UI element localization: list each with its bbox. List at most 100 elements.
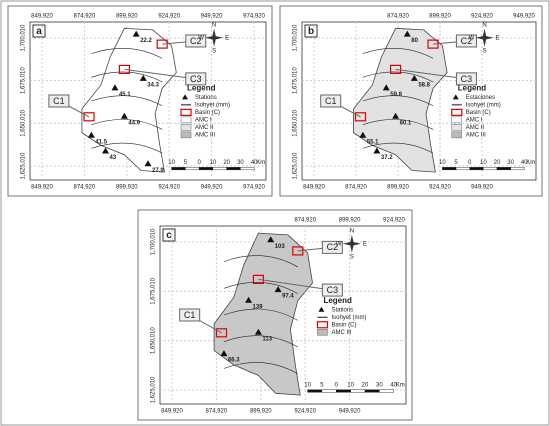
station-value: 58.8 bbox=[418, 82, 430, 88]
callout-box bbox=[185, 34, 207, 48]
coordinate-label: 1,700,010 bbox=[21, 24, 27, 51]
station bbox=[144, 160, 152, 167]
map-panel: a 849,920 874,920 899,920 924,920 949,920 974,… bbox=[7, 5, 273, 197]
coordinate-label: 874,920 bbox=[74, 185, 96, 191]
station-value: 55.1 bbox=[367, 139, 379, 145]
basin-area bbox=[213, 232, 313, 396]
scale-segment bbox=[483, 167, 498, 171]
compass-letter: E bbox=[225, 35, 229, 41]
coordinate-label: 974,920 bbox=[243, 185, 265, 191]
coordinate-label: 1,700,010 bbox=[293, 24, 299, 51]
north-arrow bbox=[205, 28, 224, 47]
coordinate-label: 899,920 bbox=[116, 14, 138, 20]
scale-label: 10 bbox=[439, 160, 446, 166]
coordinate-label: 974,920 bbox=[243, 14, 265, 20]
callout-box bbox=[455, 72, 477, 86]
compass-letter: N bbox=[482, 22, 486, 28]
callout-line bbox=[258, 278, 333, 291]
legend-item: Estaciones bbox=[466, 95, 495, 101]
legend-symbol bbox=[451, 131, 463, 139]
scale-label: 10 bbox=[168, 160, 175, 166]
scale-segment bbox=[171, 167, 186, 171]
legend-title: Legend bbox=[187, 83, 216, 92]
compass-letter: W bbox=[469, 35, 475, 41]
map-frame bbox=[29, 21, 267, 181]
station bbox=[403, 30, 411, 37]
coordinate-label: 924,920 bbox=[158, 185, 180, 191]
panel-label: b bbox=[308, 26, 314, 37]
isohyet bbox=[91, 47, 163, 59]
station-value: 139 bbox=[253, 304, 264, 310]
legend-item: AMC II bbox=[466, 125, 485, 131]
legend-symbol bbox=[316, 321, 329, 329]
coordinate-label: 874,920 bbox=[294, 218, 316, 224]
station bbox=[382, 84, 390, 91]
station-value: 45.1 bbox=[119, 92, 131, 98]
coordinate-label: 1,675,010 bbox=[151, 277, 157, 304]
compass-letter: N bbox=[350, 228, 354, 234]
scale-segment bbox=[379, 389, 394, 393]
coordinate-label: 1,650,010 bbox=[151, 327, 157, 354]
callout-label: C2 bbox=[461, 36, 473, 46]
coordinate-label: 924,920 bbox=[158, 14, 180, 20]
scale-label: 30 bbox=[237, 160, 244, 166]
station-value: 80 bbox=[411, 38, 418, 44]
scale-label: 30 bbox=[376, 382, 383, 388]
callout-label: C2 bbox=[327, 242, 339, 252]
sub-basin bbox=[292, 246, 304, 256]
coordinate-label: 899,920 bbox=[339, 218, 361, 224]
scale-label: 40 bbox=[390, 382, 397, 388]
scale-unit: Km bbox=[256, 160, 265, 166]
legend-item: Basin (C) bbox=[331, 322, 356, 328]
coordinate-label: 849,920 bbox=[161, 409, 183, 415]
coordinate-label: 949,920 bbox=[339, 409, 361, 415]
north-arrow bbox=[475, 28, 494, 47]
coordinate-label: 1,650,010 bbox=[293, 109, 299, 136]
legend-item: Stations bbox=[195, 95, 217, 101]
scale-label: 20 bbox=[362, 382, 369, 388]
isohyet bbox=[362, 95, 434, 107]
sub-basin bbox=[118, 64, 131, 75]
station bbox=[373, 147, 381, 154]
coordinate-label: 849,920 bbox=[303, 185, 325, 191]
legend-item: AMC I bbox=[195, 117, 212, 123]
callout-box bbox=[320, 94, 342, 108]
legend-symbol bbox=[318, 306, 325, 312]
panel-label: c bbox=[166, 230, 172, 241]
scale-segment bbox=[321, 389, 337, 393]
coordinate-label: 1,625,010 bbox=[21, 152, 27, 179]
scale-label: 0 bbox=[468, 160, 472, 166]
coordinate-label: 874,920 bbox=[74, 14, 96, 20]
legend-item: AMC I bbox=[466, 117, 483, 123]
coordinate-label: 849,920 bbox=[31, 14, 53, 20]
scale-segment bbox=[496, 167, 511, 171]
station bbox=[359, 131, 367, 138]
station bbox=[274, 286, 282, 293]
map-frame bbox=[159, 225, 407, 405]
compass-letter: E bbox=[363, 241, 367, 247]
station-value: 103 bbox=[275, 244, 286, 250]
station-value: 41.5 bbox=[95, 139, 107, 145]
station bbox=[392, 112, 400, 119]
isohyet bbox=[91, 119, 163, 130]
scale-segment bbox=[469, 167, 484, 171]
station-value: 59.8 bbox=[390, 92, 402, 98]
sub-basin bbox=[354, 112, 367, 122]
coordinate-label: 1,675,010 bbox=[21, 67, 27, 94]
coordinate-label: 1,625,010 bbox=[293, 152, 299, 179]
scale-label: 20 bbox=[494, 160, 501, 166]
scale-segment bbox=[442, 167, 457, 171]
coordinate-label: 874,920 bbox=[206, 409, 228, 415]
scale-label: 40 bbox=[251, 160, 258, 166]
coordinate-label: 1,700,010 bbox=[151, 228, 157, 255]
scale-label: 5 bbox=[454, 160, 458, 166]
scale-segment bbox=[185, 167, 200, 171]
isohyet bbox=[362, 142, 434, 154]
scale-label: 10 bbox=[480, 160, 487, 166]
legend-item: Basin (C) bbox=[195, 110, 220, 116]
station-value: 97.4 bbox=[282, 294, 294, 300]
scale-segment bbox=[510, 167, 525, 171]
legend-item: Stations bbox=[331, 307, 353, 313]
callout-label: C1 bbox=[53, 96, 65, 106]
